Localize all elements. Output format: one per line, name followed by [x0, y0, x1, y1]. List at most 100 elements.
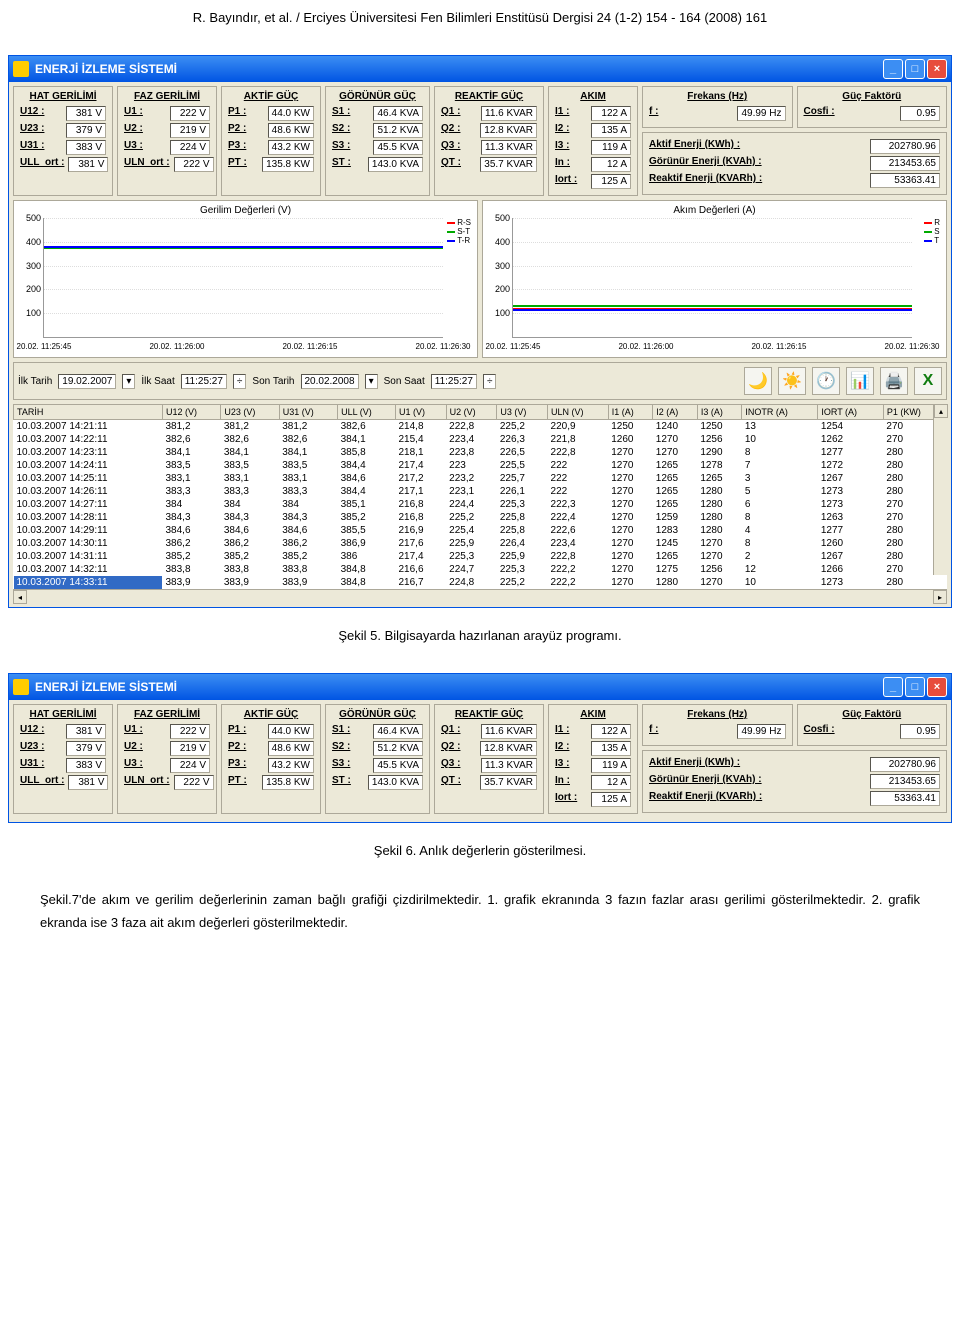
close-button[interactable]: × — [927, 59, 947, 79]
metric-label: P2 : — [228, 741, 246, 756]
table-row[interactable]: 10.03.2007 14:21:11381,2381,2381,2382,62… — [14, 420, 947, 434]
table-cell: 1277 — [818, 446, 884, 459]
table-cell: 1256 — [697, 433, 742, 446]
table-row[interactable]: 10.03.2007 14:27:11384384384385,1216,822… — [14, 498, 947, 511]
vertical-scrollbar[interactable]: ▴ — [933, 404, 947, 575]
x-tick: 20.02. 11:26:15 — [282, 342, 337, 351]
table-row[interactable]: 10.03.2007 14:29:11384,6384,6384,6385,52… — [14, 524, 947, 537]
table-header[interactable]: U12 (V) — [162, 405, 220, 420]
table-cell: 216,8 — [395, 498, 446, 511]
son-saat-input[interactable]: 11:25:27 — [431, 374, 477, 389]
ilk-saat-input[interactable]: 11:25:27 — [181, 374, 227, 389]
metric-value: 12.8 KVAR — [480, 741, 537, 756]
table-row[interactable]: 10.03.2007 14:31:11385,2385,2385,2386217… — [14, 550, 947, 563]
ilk-tarih-input[interactable]: 19.02.2007 — [58, 374, 116, 389]
table-cell: 4 — [742, 524, 818, 537]
table-cell: 384,3 — [279, 511, 337, 524]
table-header[interactable]: I1 (A) — [608, 405, 653, 420]
metric-label: Görünür Enerji (KVAh) : — [649, 774, 762, 789]
table-row[interactable]: 10.03.2007 14:32:11383,8383,8383,8384,82… — [14, 563, 947, 576]
table-cell: 385,2 — [338, 511, 396, 524]
table-row[interactable]: 10.03.2007 14:26:11383,3383,3383,3384,42… — [14, 485, 947, 498]
table-header[interactable]: INOTR (A) — [742, 405, 818, 420]
table-cell: 8 — [742, 446, 818, 459]
son-tarih-dropdown[interactable]: ▾ — [365, 374, 378, 389]
table-row[interactable]: 10.03.2007 14:33:11383,9383,9383,9384,82… — [14, 576, 947, 589]
son-saat-stepper[interactable]: ÷ — [483, 374, 497, 389]
table-cell: 222 — [548, 485, 609, 498]
table-cell: 10.03.2007 14:33:11 — [14, 576, 163, 589]
y-tick: 400 — [488, 237, 510, 247]
table-header[interactable]: U3 (V) — [497, 405, 548, 420]
ilk-saat-label: İlk Saat — [141, 376, 174, 387]
ilk-tarih-dropdown[interactable]: ▾ — [122, 374, 135, 389]
table-cell: 10.03.2007 14:30:11 — [14, 537, 163, 550]
table-cell: 1270 — [608, 537, 653, 550]
table-cell: 226,3 — [497, 433, 548, 446]
ilk-saat-stepper[interactable]: ÷ — [233, 374, 247, 389]
window-title: ENERJİ İZLEME SİSTEMİ — [35, 62, 883, 76]
moon-icon[interactable]: 🌙 — [744, 367, 772, 395]
metric-label: Cosfi : — [804, 106, 835, 121]
metric-value: 35.7 KVAR — [480, 157, 537, 172]
table-header[interactable]: I2 (A) — [653, 405, 698, 420]
maximize-button[interactable]: □ — [905, 59, 925, 79]
metric-value: 11.6 KVAR — [481, 724, 537, 739]
print-icon[interactable]: 🖨️ — [880, 367, 908, 395]
table-header[interactable]: ULL (V) — [338, 405, 396, 420]
metric-label: U31 : — [20, 140, 44, 155]
legend-label: R — [934, 218, 940, 227]
table-cell: 223,4 — [548, 537, 609, 550]
table-row[interactable]: 10.03.2007 14:24:11383,5383,5383,5384,42… — [14, 459, 947, 472]
chart-icon[interactable]: 📊 — [846, 367, 874, 395]
table-row[interactable]: 10.03.2007 14:23:11384,1384,1384,1385,82… — [14, 446, 947, 459]
table-header[interactable]: ULN (V) — [548, 405, 609, 420]
table-header[interactable]: IORT (A) — [818, 405, 884, 420]
table-cell: 384,1 — [338, 433, 396, 446]
table-cell: 383,9 — [162, 576, 220, 589]
table-row[interactable]: 10.03.2007 14:28:11384,3384,3384,3385,22… — [14, 511, 947, 524]
sun-icon[interactable]: ☀️ — [778, 367, 806, 395]
table-cell: 222 — [548, 459, 609, 472]
table-cell: 384,6 — [221, 524, 279, 537]
y-tick: 300 — [19, 261, 41, 271]
metric-label: Q2 : — [441, 741, 460, 756]
metric-value: 119 A — [591, 758, 631, 773]
table-cell: 223,8 — [446, 446, 497, 459]
excel-icon[interactable]: X — [914, 367, 942, 395]
table-header[interactable]: I3 (A) — [697, 405, 742, 420]
table-cell: 225,5 — [497, 459, 548, 472]
maximize-button[interactable]: □ — [905, 677, 925, 697]
minimize-button[interactable]: _ — [883, 677, 903, 697]
horizontal-scrollbar[interactable]: ◂▸ — [13, 589, 947, 603]
table-header[interactable]: U31 (V) — [279, 405, 337, 420]
table-cell: 382,6 — [221, 433, 279, 446]
metric-value: 49.99 Hz — [737, 724, 785, 739]
metric-value: 48.6 KW — [268, 123, 314, 138]
table-header[interactable]: U1 (V) — [395, 405, 446, 420]
y-tick: 400 — [19, 237, 41, 247]
son-tarih-input[interactable]: 20.02.2008 — [301, 374, 359, 389]
metric-label: Görünür Enerji (KVAh) : — [649, 156, 762, 171]
table-cell: 225,9 — [497, 550, 548, 563]
table-row[interactable]: 10.03.2007 14:25:11383,1383,1383,1384,62… — [14, 472, 947, 485]
minimize-button[interactable]: _ — [883, 59, 903, 79]
panel-faz: FAZ GERİLİMİU1 :222 VU2 :219 VU3 :224 VU… — [117, 86, 217, 196]
table-cell: 1275 — [653, 563, 698, 576]
table-cell: 1290 — [697, 446, 742, 459]
table-cell: 222,8 — [548, 446, 609, 459]
table-cell: 7 — [742, 459, 818, 472]
metric-label: U31 : — [20, 758, 44, 773]
table-header[interactable]: U23 (V) — [221, 405, 279, 420]
table-header[interactable]: TARİH — [14, 405, 163, 420]
table-cell: 383,5 — [279, 459, 337, 472]
table-header[interactable]: U2 (V) — [446, 405, 497, 420]
table-cell: 226,1 — [497, 485, 548, 498]
metric-label: Q3 : — [441, 758, 460, 773]
y-tick: 100 — [19, 308, 41, 318]
close-button[interactable]: × — [927, 677, 947, 697]
table-row[interactable]: 10.03.2007 14:22:11382,6382,6382,6384,12… — [14, 433, 947, 446]
table-row[interactable]: 10.03.2007 14:30:11386,2386,2386,2386,92… — [14, 537, 947, 550]
metric-value: 12.8 KVAR — [480, 123, 537, 138]
clock-icon[interactable]: 🕐 — [812, 367, 840, 395]
